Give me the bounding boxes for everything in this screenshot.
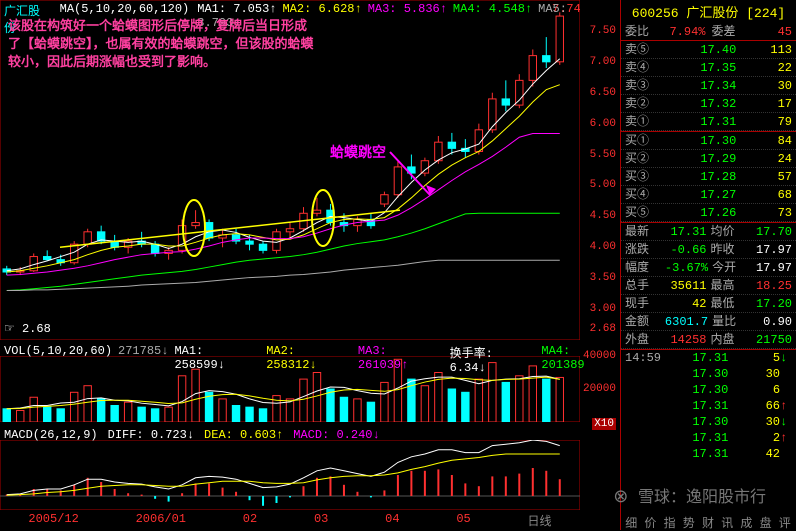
svg-text:☞ 2.68: ☞ 2.68 — [4, 322, 51, 336]
date-tick: 2006/01 — [136, 512, 186, 528]
orderbook-row[interactable]: 卖①17.3179 — [621, 113, 796, 131]
ma-value: MA3: 5.836↑ — [368, 2, 447, 16]
date-tick: 02 — [243, 512, 257, 528]
info-row: 金额6301.7量比0.90 — [621, 313, 796, 331]
date-tick: 03 — [314, 512, 328, 528]
side-title: 600256 广汇股份 [224] — [621, 0, 796, 23]
volume-header: VOL(5,10,20,60)271785↓MA1: 258599↓MA2: 2… — [4, 344, 620, 375]
macd-chart[interactable]: 0.000.300.60 — [0, 440, 580, 510]
date-tick: 2005/12 — [28, 512, 78, 528]
info-row: 涨跌-0.66昨收17.97 — [621, 241, 796, 259]
price-tick: 2.68 — [590, 323, 616, 335]
price-axis: 2.683.003.504.004.505.005.506.006.507.00… — [578, 0, 618, 320]
tick-row: 17.3142 — [621, 446, 796, 462]
tick-row: 17.3030 — [621, 366, 796, 382]
orderbook-row[interactable]: 买③17.2857 — [621, 168, 796, 186]
info-row: 总手35611最高18.25 — [621, 277, 796, 295]
orderbook-row[interactable]: 买⑤17.2673 — [621, 204, 796, 222]
date-axis: 2005/122006/0102030405日线 — [0, 512, 580, 528]
orderbook-row[interactable]: 卖②17.3217 — [621, 95, 796, 113]
tick-row: 17.3166↑ — [621, 398, 796, 414]
tick-row: 17.306 — [621, 382, 796, 398]
ma-value: MA1: 7.053↑ — [197, 2, 276, 16]
orderbook-row[interactable]: 买①17.3084 — [621, 132, 796, 150]
price-tick: 4.50 — [590, 210, 616, 222]
orderbook-row[interactable]: 买④17.2768 — [621, 186, 796, 204]
info-row: 幅度-3.67%今开17.97 — [621, 259, 796, 277]
price-tick: 7.00 — [590, 56, 616, 68]
price-tick: 5.50 — [590, 149, 616, 161]
orderbook-row[interactable]: 卖⑤17.40113 — [621, 41, 796, 59]
weibi-row: 委比 7.94% 委差 45 — [621, 23, 796, 41]
ma-value: MA2: 6.628↑ — [282, 2, 361, 16]
orderbook-row[interactable]: 买②17.2924 — [621, 150, 796, 168]
side-panel: 600256 广汇股份 [224] 委比 7.94% 委差 45 卖⑤17.40… — [620, 0, 796, 530]
info-row: 现手42最低17.20 — [621, 295, 796, 313]
date-tick: 04 — [385, 512, 399, 528]
annotation-text: 该股在构筑好一个蛤蟆图形后停牌，复牌后当日形成了【蛤蟆跳空】，也属有效的蛤蟆跳空… — [8, 18, 318, 72]
price-tick: 3.50 — [590, 272, 616, 284]
price-tick: 4.00 — [590, 241, 616, 253]
price-tick: 6.50 — [590, 87, 616, 99]
price-tick: 5.00 — [590, 179, 616, 191]
orderbook-row[interactable]: 卖③17.3430 — [621, 77, 796, 95]
ma-value: MA4: 4.548↑ — [453, 2, 532, 16]
price-tick: 3.00 — [590, 303, 616, 315]
chart-area: 广汇股份 MA(5,10,20,60,120) MA1: 7.053↑MA2: … — [0, 0, 620, 530]
bottom-nav[interactable]: 细 价 指 势 财 讯 成 盘 评 — [620, 514, 796, 530]
tick-row: 17.3030↓ — [621, 414, 796, 430]
price-tick: 6.00 — [590, 118, 616, 130]
tick-row: 17.312↑ — [621, 430, 796, 446]
callout-label: 蛤蟆跳空 — [330, 142, 386, 162]
info-row: 外盘14258内盘21750 — [621, 331, 796, 349]
watermark: ⊗ 雪球：逸阳股市行 — [613, 483, 766, 508]
date-tick: 05 — [456, 512, 470, 528]
orderbook-row[interactable]: 卖④17.3522 — [621, 59, 796, 77]
info-row: 最新17.31均价17.70 — [621, 223, 796, 241]
macd-header: MACD(26,12,9)DIFF: 0.723↓DEA: 0.603↑MACD… — [4, 428, 380, 442]
